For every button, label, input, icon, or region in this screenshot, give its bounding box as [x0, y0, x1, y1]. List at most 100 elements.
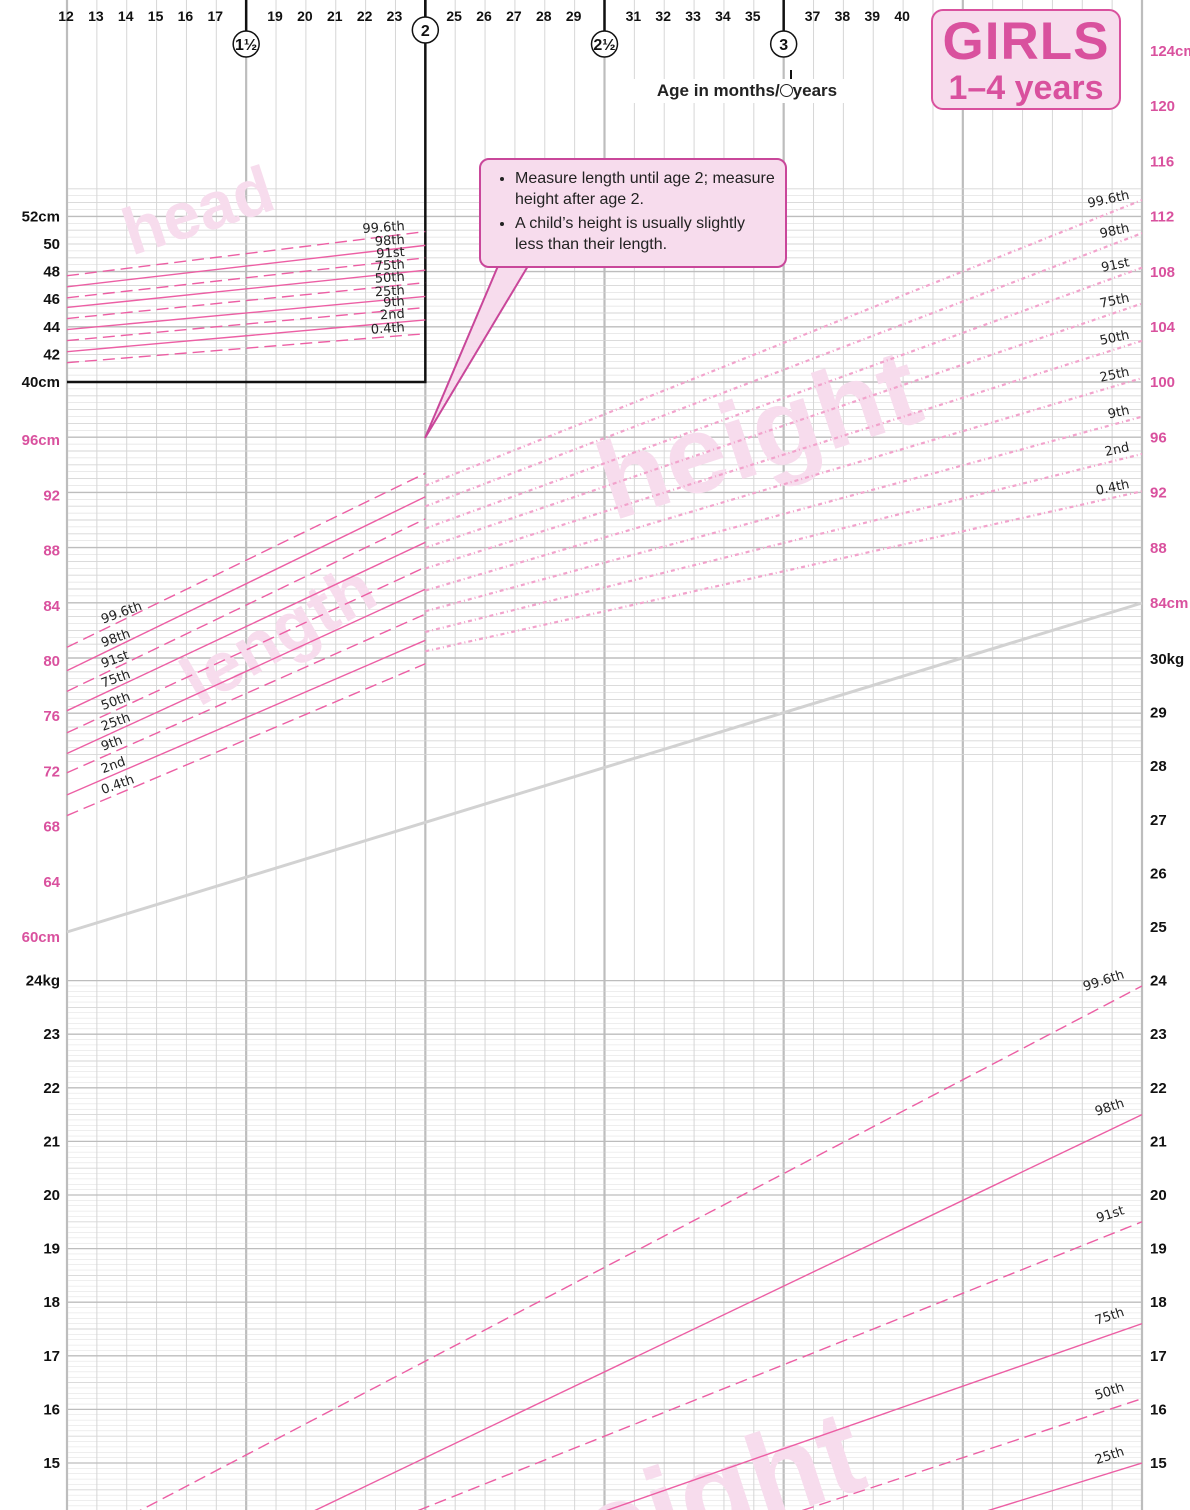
year-marker-label: 1½: [235, 37, 257, 54]
month-label: 26: [476, 8, 492, 24]
y-tick-label-height: 120: [1150, 98, 1175, 115]
y-tick-label-head: 44: [43, 319, 60, 336]
centile-label: 98th: [374, 233, 405, 250]
centile-line: [66, 257, 426, 299]
month-label: 19: [267, 8, 283, 24]
y-tick-label-length: 80: [43, 653, 60, 670]
y-tick-label-weight-right: 30kg: [1150, 651, 1184, 668]
centile-line: [605, 1322, 1142, 1510]
centile-label: 75th: [374, 257, 405, 274]
centile-line: [66, 281, 426, 320]
centile-line: [424, 266, 1143, 530]
month-label: 31: [626, 8, 642, 24]
y-tick-label-weight-right: 29: [1150, 705, 1167, 722]
year-marker-circle: [411, 16, 440, 44]
height-centiles|2: [424, 199, 1143, 653]
y-tick-label-length: 60cm: [22, 929, 60, 946]
y-tick-label-weight-right: 26: [1150, 865, 1167, 882]
y-tick-label-weight: 24kg: [26, 973, 60, 990]
month-label: 27: [506, 8, 522, 24]
centile-line: [66, 472, 426, 648]
centile-label: 75th: [1098, 291, 1130, 312]
y-tick-label-weight-right: 23: [1150, 1026, 1167, 1043]
year-marker-circle: [769, 30, 798, 58]
centile-line: [425, 377, 1143, 592]
y-tick-label-head: 40cm: [22, 374, 60, 391]
centile-label: 25th: [1093, 1445, 1126, 1469]
month-label: 20: [297, 8, 313, 24]
month-label: 34: [715, 8, 731, 24]
y-tick-label-height: 84cm: [1150, 595, 1188, 612]
y-tick-label-length: 84: [43, 598, 60, 615]
length-centiles|1: [66, 472, 426, 817]
badge-subtitle: 1–4 years: [948, 69, 1104, 107]
centile-label: 91st: [1100, 255, 1131, 276]
y-tick-label-weight-right: 19: [1150, 1241, 1167, 1258]
centile-line: [66, 566, 426, 734]
y-tick-label-weight-right: 15: [1150, 1455, 1167, 1472]
y-tick-label-weight: 22: [43, 1080, 60, 1097]
centile-line: [66, 295, 426, 331]
y-tick-label-length: 76: [43, 708, 60, 725]
y-tick-label-weight: 16: [43, 1401, 60, 1418]
month-label: 32: [655, 8, 671, 24]
year-marker-label: 2: [421, 23, 430, 40]
month-label: 39: [864, 8, 880, 24]
centile-label: 98th: [1098, 221, 1130, 242]
centile-label: 50th: [374, 270, 405, 287]
month-label: 16: [178, 8, 194, 24]
y-tick-label-weight: 17: [43, 1348, 60, 1365]
year-marker-circle: [232, 30, 260, 58]
year-marker-label: 2½: [593, 37, 615, 54]
centile-line: [425, 452, 1143, 634]
month-label: 17: [208, 8, 224, 24]
centile-line: [66, 319, 426, 353]
y-tick-label-head: 42: [43, 346, 60, 363]
y-tick-label-length: 96cm: [22, 432, 60, 449]
y-tick-label-length: 88: [43, 543, 60, 560]
y-tick-label-head: 52cm: [22, 208, 60, 225]
centile-line: [417, 1221, 1142, 1510]
y-tick-label-length: 92: [43, 487, 60, 504]
centile-line: [66, 333, 426, 364]
centile-line: [66, 306, 426, 342]
centile-label: 75th: [1093, 1305, 1126, 1329]
y-tick-label-length: 72: [43, 763, 60, 780]
y-tick-label-head: 46: [43, 291, 60, 308]
centile-label: 2nd: [1103, 440, 1130, 460]
head-chart-border: [67, 0, 427, 384]
month-label: 40: [894, 8, 910, 24]
centile-label: 0.4th: [1094, 477, 1130, 499]
centile-line: [424, 232, 1143, 508]
month-label: 23: [387, 8, 403, 24]
title-badge: GIRLS 1–4 years: [931, 9, 1121, 110]
head-centiles|0: [66, 230, 426, 364]
y-tick-label-head: 48: [43, 264, 60, 281]
y-tick-label-weight-right: 16: [1150, 1401, 1167, 1418]
centile-line: [66, 269, 426, 309]
y-tick-label-head: 50: [43, 236, 60, 253]
centile-label: 50th: [1093, 1380, 1126, 1404]
y-tick-label-weight: 18: [43, 1294, 60, 1311]
y-tick-label-height: 112: [1150, 209, 1174, 226]
centile-line: [66, 518, 426, 692]
centile-line: [801, 1398, 1142, 1510]
month-label: 14: [118, 8, 134, 24]
centile-label: 9th: [383, 294, 406, 310]
y-tick-label-height: 92: [1150, 485, 1167, 502]
y-tick-label-height: 96: [1150, 429, 1167, 446]
measurement-note: Measure length until age 2; measure heig…: [479, 158, 787, 268]
y-tick-label-height: 88: [1150, 540, 1167, 557]
centile-line: [424, 302, 1143, 549]
centile-line: [66, 663, 426, 817]
weight-centiles: [139, 985, 1142, 1510]
y-tick-label-height: 116: [1150, 153, 1174, 170]
watermark-height: height: [583, 325, 935, 544]
month-label: 33: [685, 8, 701, 24]
y-tick-label-weight-right: 25: [1150, 919, 1167, 936]
year-marker-label: 3: [779, 37, 788, 54]
centile-label: 2nd: [99, 755, 127, 778]
weight-scale-divider: [66, 601, 1143, 934]
centile-line: [66, 496, 426, 672]
